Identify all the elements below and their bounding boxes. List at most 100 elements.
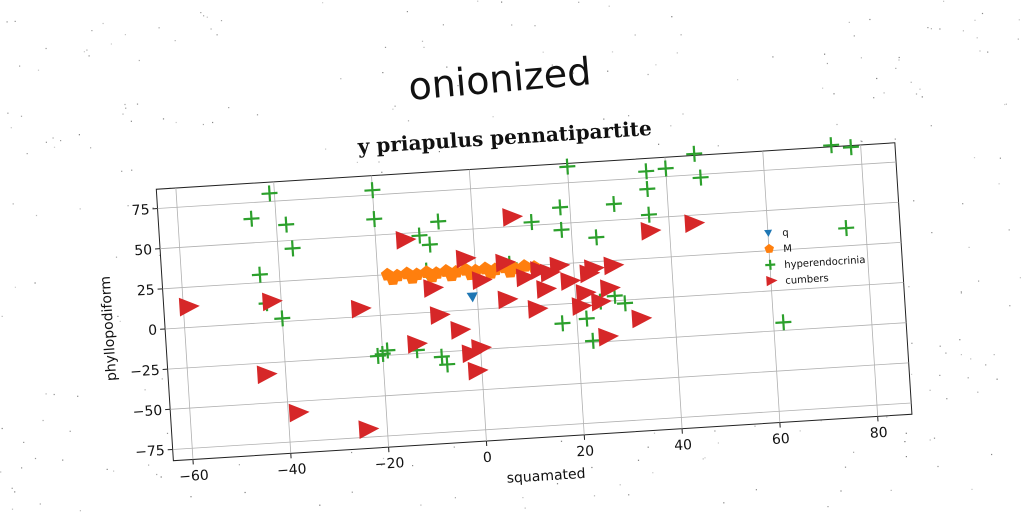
noise-speck [820,420,822,422]
noise-speck [960,354,962,356]
noise-speck [527,84,529,86]
noise-speck [717,145,719,147]
noise-speck [131,169,133,171]
y-tick-label: 75 [131,202,150,219]
noise-speck [977,391,979,393]
noise-speck [929,439,931,441]
noise-speck [152,207,154,209]
noise-speck [77,395,79,397]
noise-speck [634,34,636,36]
noise-speck [325,148,327,150]
noise-speck [658,143,660,145]
noise-speck [421,40,424,42]
noise-speck [322,2,324,4]
point-cumbers [631,309,653,329]
noise-speck [637,459,640,461]
noise-speck [158,254,161,256]
noise-speck [556,483,559,485]
noise-speck [20,115,23,117]
noise-speck [973,157,976,159]
noise-speck [1017,38,1019,40]
noise-speck [113,470,115,472]
grid-line-y [170,362,909,410]
noise-speck [628,494,630,496]
noise-speck [392,108,394,110]
noise-speck [407,120,410,122]
point-hyperendocrinia [433,348,450,365]
noise-speck [1009,305,1011,307]
noise-speck [985,364,987,366]
y-tick-label: 50 [134,242,153,259]
noise-speck [1,315,3,317]
grid-line-x [664,157,683,429]
noise-speck [86,49,88,51]
noise-speck [10,127,12,129]
grid-line-y [172,402,912,450]
grid-line-x [175,187,194,460]
noise-speck [608,5,610,7]
point-q [466,292,478,303]
noise-speck [148,464,150,466]
noise-speck [23,441,25,443]
noise-speck [119,320,121,322]
noise-speck [34,457,37,460]
noise-speck [976,37,978,39]
noise-speck [492,116,494,118]
noise-speck [394,105,396,107]
noise-speck [144,389,146,391]
noise-speck [959,339,961,341]
point-cumbers [423,279,445,298]
noise-speck [442,24,444,26]
point-cumbers [497,290,519,310]
point-cumbers [455,249,477,269]
point-hyperendocrinia [578,310,595,327]
noise-speck [124,103,126,106]
noise-speck [78,134,80,136]
noise-speck [943,0,945,2]
point-hyperendocrinia [411,227,428,244]
point-hyperendocrinia [278,216,295,233]
noise-speck [124,34,126,36]
noise-speck [551,64,553,66]
noise-speck [905,432,907,434]
noise-speck [937,465,939,468]
noise-speck [702,458,704,460]
noise-speck [384,46,387,48]
noise-speck [919,88,921,90]
noise-speck [671,16,673,18]
noise-speck [351,491,353,493]
point-cumbers [288,403,310,423]
data-marks [178,137,859,440]
noise-speck [117,315,119,317]
point-cumbers [536,280,558,299]
noise-speck [130,120,132,122]
noise-speck [110,43,112,45]
noise-speck [174,40,176,42]
noise-speck [974,19,976,21]
noise-speck [915,93,918,95]
noise-speck [860,140,862,142]
noise-speck [340,78,342,80]
point-cumbers [600,279,621,299]
noise-speck [53,146,56,148]
noise-speck [19,65,21,67]
noise-speck [978,280,980,282]
noise-speck [822,87,824,89]
noise-speck [603,118,605,120]
x-tick-label: −40 [277,461,307,479]
noise-speck [647,73,649,76]
noise-speck [886,416,888,418]
noise-speck [939,374,941,376]
x-tick-label: 0 [483,450,493,467]
noise-speck [653,432,656,434]
noise-speck [7,112,9,114]
noise-speck [542,51,544,53]
noise-speck [998,183,1000,185]
noise-speck [1019,277,1021,279]
noise-speck [717,442,719,444]
noise-speck [115,256,118,258]
noise-speck [1005,103,1007,105]
point-hyperendocrinia [366,211,383,228]
noise-speck [11,487,13,489]
